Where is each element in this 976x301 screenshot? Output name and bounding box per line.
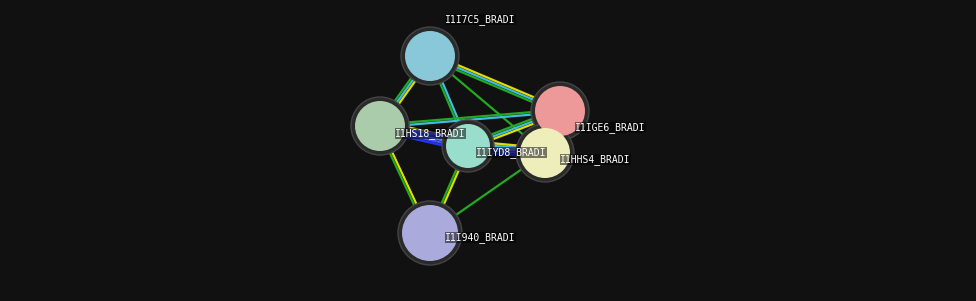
- Circle shape: [446, 124, 490, 168]
- Circle shape: [355, 101, 405, 151]
- Circle shape: [535, 86, 585, 136]
- Circle shape: [520, 128, 570, 178]
- Text: I1I940_BRADI: I1I940_BRADI: [445, 232, 515, 243]
- Circle shape: [442, 120, 494, 172]
- Circle shape: [405, 31, 455, 81]
- Text: I1HS18_BRADI: I1HS18_BRADI: [395, 128, 466, 139]
- Circle shape: [402, 205, 458, 261]
- Circle shape: [531, 82, 589, 140]
- Text: I1I7C5_BRADI: I1I7C5_BRADI: [445, 14, 515, 25]
- Circle shape: [398, 201, 462, 265]
- Circle shape: [401, 27, 459, 85]
- Text: I1HHS4_BRADI: I1HHS4_BRADI: [560, 154, 630, 165]
- Text: I1IYD8_BRADI: I1IYD8_BRADI: [476, 147, 547, 158]
- Circle shape: [351, 97, 409, 155]
- Text: I1IGE6_BRADI: I1IGE6_BRADI: [575, 122, 645, 133]
- Circle shape: [516, 124, 574, 182]
